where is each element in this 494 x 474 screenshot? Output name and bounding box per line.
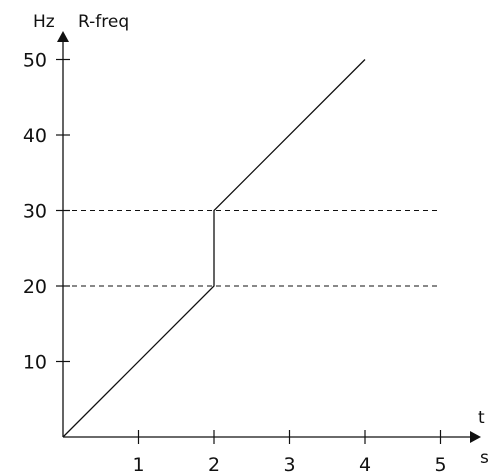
y-tick-label: 50: [23, 50, 47, 72]
x-axis-unit: s: [480, 448, 489, 468]
y-tick-label: 10: [23, 352, 47, 374]
ticks: 1 2 3 4 5 10 20 30 40 50: [23, 50, 447, 474]
y-tick-label: 30: [23, 201, 47, 223]
x-tick-label: 1: [132, 454, 144, 474]
reference-lines: [63, 210, 440, 287]
series: [62, 59, 366, 438]
y-axis-arrowhead: [57, 31, 69, 42]
y-axis-unit: Hz: [33, 12, 55, 32]
y-axis-label: R-freq: [78, 12, 129, 32]
x-tick-label: 3: [283, 454, 295, 474]
x-axis-label: t: [478, 408, 485, 428]
x-tick-label: 2: [208, 454, 220, 474]
y-tick-label: 20: [23, 276, 47, 298]
series-line: [62, 59, 366, 438]
y-tick-label: 40: [23, 125, 47, 147]
x-tick-label: 5: [434, 454, 446, 474]
x-tick-label: 4: [359, 454, 371, 474]
x-axis-arrowhead: [470, 431, 481, 443]
